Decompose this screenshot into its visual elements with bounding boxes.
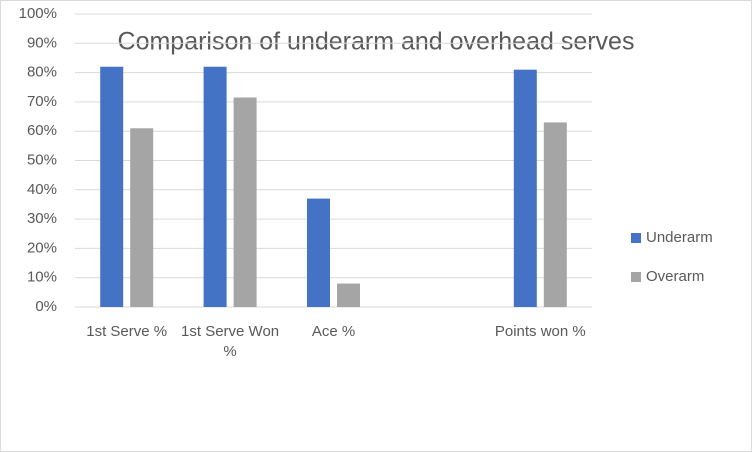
- y-tick-label: 10%: [27, 269, 57, 286]
- y-tick-label: 30%: [27, 210, 57, 227]
- chart-title: Comparison of underarm and overhead serv…: [118, 28, 635, 56]
- bar: [130, 128, 154, 307]
- x-tick-label: 1st Serve Won %: [181, 323, 280, 360]
- y-tick-label: 0%: [35, 298, 57, 315]
- legend-swatch: [631, 272, 641, 282]
- y-tick-label: 40%: [27, 181, 57, 198]
- bar: [307, 198, 330, 307]
- y-tick-label: 100%: [19, 5, 57, 22]
- x-tick-label: 1st Serve %: [86, 323, 168, 340]
- y-tick-label: 90%: [27, 34, 57, 51]
- bar: [203, 66, 227, 308]
- y-tick-label: 70%: [27, 93, 57, 110]
- y-tick-label: 60%: [27, 122, 57, 139]
- bar: [543, 122, 567, 307]
- y-tick-label: 80%: [27, 64, 57, 81]
- y-tick-label: 20%: [27, 239, 57, 256]
- bar: [100, 66, 124, 308]
- y-tick-label: 50%: [27, 151, 57, 168]
- bar: [233, 97, 257, 307]
- x-tick-label: Points won %: [494, 323, 586, 340]
- bar: [337, 283, 360, 307]
- x-tick-label: Ace %: [311, 323, 356, 340]
- bar: [513, 69, 537, 307]
- legend-swatch: [631, 233, 641, 243]
- legend-label: Underarm: [646, 229, 713, 246]
- legend-label: Overarm: [646, 268, 704, 285]
